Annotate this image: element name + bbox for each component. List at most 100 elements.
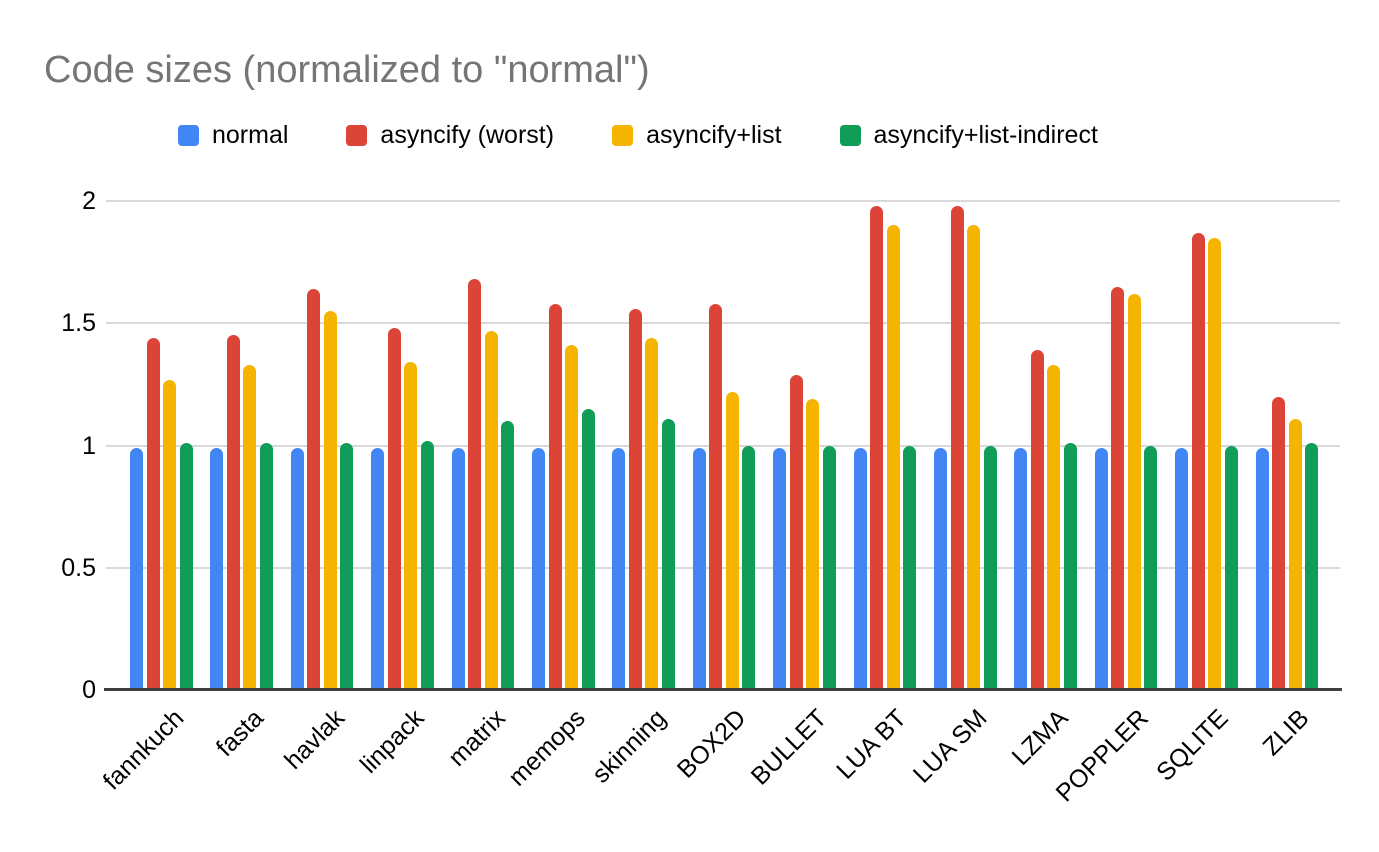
bar-skinning-asyncify-list-indirect: [661, 418, 675, 690]
x-axis-label-lua-bt: LUA BT: [831, 704, 913, 785]
bar-fannkuch-normal: [130, 447, 143, 690]
legend-label: asyncify (worst): [380, 121, 555, 149]
bar-matrix-asyncify-list: [484, 330, 498, 690]
y-axis-label: 1: [82, 431, 96, 460]
bar-fasta-normal: [210, 447, 224, 690]
bar-linpack-normal: [371, 447, 385, 690]
bar-lua-sm-asyncify-worst: [950, 205, 964, 690]
bar-zlib-normal: [1255, 447, 1269, 690]
bar-lzma-normal: [1014, 447, 1028, 690]
x-axis-label-box2d: BOX2D: [671, 704, 752, 784]
legend-swatch-asyncify-worst: [346, 125, 368, 146]
bar-poppler-normal: [1094, 447, 1108, 690]
bar-sqlite-asyncify-list: [1208, 237, 1222, 690]
legend-label: asyncify+list: [646, 121, 782, 149]
bar-memops-asyncify-list: [565, 345, 578, 690]
x-axis-label-fasta: fasta: [211, 704, 270, 763]
bar-bullet-asyncify-worst: [789, 374, 803, 690]
bar-matrix-asyncify-worst: [468, 279, 482, 690]
y-axis-label: 1.5: [61, 309, 96, 338]
bar-fannkuch-asyncify-list-indirect: [179, 443, 193, 690]
bar-lua-sm-asyncify-list-indirect: [983, 445, 997, 690]
y-axis-label: 0: [82, 676, 96, 704]
bar-havlak-asyncify-list: [323, 311, 337, 690]
x-axis-label-matrix: matrix: [442, 704, 511, 772]
x-axis-label-havlak: havlak: [278, 704, 350, 775]
x-axis-label-lua-sm: LUA SM: [908, 704, 993, 789]
bar-lua-bt-asyncify-worst: [870, 205, 884, 690]
bar-linpack-asyncify-worst: [387, 328, 401, 690]
bar-sqlite-normal: [1175, 447, 1189, 690]
bar-memops-asyncify-worst: [548, 303, 562, 690]
bar-linpack-asyncify-list-indirect: [420, 440, 434, 690]
bar-box2d-normal: [692, 447, 706, 690]
plot-area: [104, 200, 1342, 691]
bar-lzma-asyncify-list: [1047, 364, 1061, 690]
x-axis-label-skinning: skinning: [586, 704, 672, 789]
bar-fasta-asyncify-worst: [226, 335, 240, 690]
bar-havlak-asyncify-list-indirect: [340, 443, 354, 690]
bar-zlib-asyncify-worst: [1272, 396, 1286, 690]
legend-label: normal: [212, 121, 289, 149]
bar-zlib-asyncify-list-indirect: [1305, 443, 1319, 690]
legend-label: asyncify+list-indirect: [873, 121, 1098, 149]
legend-swatch-asyncify-list: [612, 125, 634, 146]
bar-bullet-asyncify-list: [806, 399, 820, 690]
bar-fannkuch-asyncify-list: [163, 379, 176, 690]
bar-lua-sm-asyncify-list: [967, 225, 980, 690]
y-axis-label: 2: [82, 187, 96, 215]
bar-havlak-normal: [290, 447, 304, 690]
bar-zlib-asyncify-list: [1288, 418, 1302, 690]
bar-poppler-asyncify-list: [1127, 293, 1141, 690]
bar-matrix-asyncify-list-indirect: [501, 421, 515, 690]
chart-title: Code sizes (normalized to "normal"): [44, 49, 650, 91]
bar-memops-asyncify-list-indirect: [581, 408, 595, 690]
bar-skinning-normal: [612, 447, 626, 690]
x-axis-label-linpack: linpack: [355, 704, 431, 779]
bar-box2d-asyncify-list-indirect: [742, 445, 756, 690]
x-axis-label-zlib: ZLIB: [1257, 704, 1315, 762]
bar-lzma-asyncify-worst: [1030, 350, 1044, 690]
bar-bullet-asyncify-list-indirect: [822, 445, 836, 690]
gridline-1: [106, 444, 1340, 447]
legend-swatch-asyncify-list-indirect: [839, 125, 861, 146]
x-axis-label-memops: memops: [503, 704, 591, 792]
x-axis-baseline: [104, 688, 1342, 691]
legend-item-asyncify-list: asyncify+list: [612, 121, 782, 150]
gridline-1-5: [106, 322, 1340, 325]
x-axis-label-bullet: BULLET: [745, 704, 833, 791]
bar-lua-bt-normal: [853, 447, 867, 690]
bar-fannkuch-asyncify-worst: [146, 337, 160, 690]
legend-swatch-normal: [178, 125, 199, 146]
bar-skinning-asyncify-list: [645, 337, 659, 690]
y-axis-label: 0.5: [61, 553, 96, 582]
bar-lua-bt-asyncify-list-indirect: [903, 445, 917, 690]
bar-box2d-asyncify-worst: [709, 303, 723, 690]
gridline-2: [106, 200, 1340, 202]
legend-item-asyncify-worst: asyncify (worst): [346, 121, 554, 150]
bar-fasta-asyncify-list-indirect: [259, 443, 273, 690]
bar-lua-sm-normal: [934, 447, 947, 690]
bar-box2d-asyncify-list: [725, 391, 739, 690]
legend-item-asyncify-list-indirect: asyncify+list-indirect: [839, 121, 1098, 150]
bar-sqlite-asyncify-worst: [1191, 232, 1205, 690]
bar-poppler-asyncify-worst: [1111, 286, 1125, 690]
legend: normal asyncify (worst) asyncify+list async…: [178, 121, 1098, 150]
bar-bullet-normal: [773, 447, 787, 690]
bar-poppler-asyncify-list-indirect: [1144, 445, 1158, 690]
x-axis-label-fannkuch: fannkuch: [97, 704, 189, 796]
bar-lua-bt-asyncify-list: [886, 225, 900, 690]
bar-lzma-asyncify-list-indirect: [1063, 443, 1077, 690]
bar-sqlite-asyncify-list-indirect: [1224, 445, 1238, 690]
bar-skinning-asyncify-worst: [628, 308, 642, 690]
x-axis-label-sqlite: SQLITE: [1151, 704, 1235, 787]
bar-matrix-normal: [451, 447, 465, 690]
bar-memops-normal: [532, 447, 545, 690]
gridline-0-5: [106, 566, 1340, 569]
bar-fasta-asyncify-list: [243, 364, 257, 690]
bar-havlak-asyncify-worst: [307, 289, 321, 690]
bar-linpack-asyncify-list: [404, 362, 418, 690]
legend-item-normal: normal: [178, 121, 288, 150]
x-axis-label-lzma: LZMA: [1006, 704, 1074, 771]
